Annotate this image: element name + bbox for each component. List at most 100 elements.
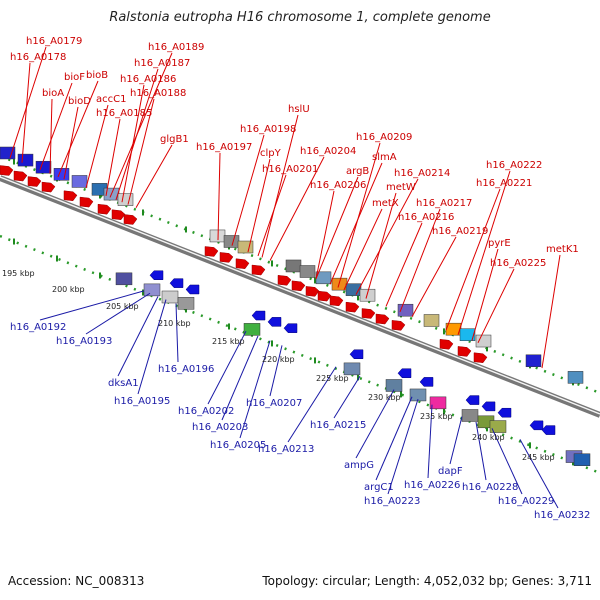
forward-gene-label: h16_A0178 <box>10 52 66 63</box>
forward-gene-arrow <box>41 181 56 193</box>
forward-leader-line <box>57 80 99 178</box>
kbp-tick-label: 215 kbp <box>212 337 245 346</box>
reverse-gene-label: h16_A0205 <box>210 440 266 451</box>
reverse-gene-arrow <box>481 401 496 412</box>
forward-gene-box <box>525 354 542 368</box>
forward-leader-line <box>261 114 299 258</box>
forward-gene-arrow <box>291 280 306 292</box>
reverse-gene-label: h16_A0195 <box>114 396 170 407</box>
reverse-gene-box <box>409 388 427 402</box>
reverse-leader-line <box>375 396 413 481</box>
forward-leader-line <box>411 236 457 317</box>
reverse-gene-box <box>385 379 403 392</box>
reverse-gene-box <box>143 283 161 297</box>
forward-gene-label: h16_A0187 <box>134 58 190 69</box>
reverse-gene-label: h16_A0226 <box>404 480 460 491</box>
backbone <box>0 175 600 418</box>
reverse-leader-line <box>39 290 145 321</box>
forward-gene-arrow <box>13 170 28 182</box>
forward-leader-line <box>49 98 53 174</box>
forward-gene-label: h16_A0217 <box>416 198 472 209</box>
reverse-leader-line <box>175 303 179 363</box>
reverse-gene-label: h16_A0192 <box>10 322 66 333</box>
forward-gene-arrow <box>391 320 406 331</box>
reverse-gene-arrow <box>397 368 412 378</box>
forward-gene-arrow <box>473 352 488 363</box>
reverse-gene-label: dapF <box>438 466 463 477</box>
reverse-gene-arrow <box>185 284 200 295</box>
forward-gene-box <box>459 328 476 341</box>
forward-gene-label: pyrE <box>488 238 511 249</box>
forward-gene-label: h16_A0221 <box>476 178 532 189</box>
forward-leader-line <box>127 98 155 205</box>
forward-gene-box <box>223 235 240 248</box>
reverse-gene-arrow <box>267 317 282 327</box>
reverse-gene-arrow <box>497 407 512 418</box>
forward-leader-line <box>477 268 515 344</box>
reverse-leader-line <box>475 421 487 481</box>
forward-gene-label: h16_A0225 <box>490 258 546 269</box>
forward-leader-line <box>135 144 173 208</box>
reverse-gene-label: h16_A0232 <box>534 510 590 521</box>
gene-features <box>0 146 591 466</box>
forward-gene-label: h16_A0209 <box>356 132 412 143</box>
forward-gene-arrow <box>329 295 344 307</box>
reverse-gene-label: h16_A0202 <box>178 406 234 417</box>
forward-leader-line <box>21 62 31 163</box>
reverse-gene-box <box>115 272 133 286</box>
kbp-tick-label: 210 kbp <box>158 319 191 328</box>
forward-gene-box <box>35 160 52 174</box>
forward-gene-arrow <box>277 275 292 286</box>
forward-gene-box <box>567 371 584 384</box>
forward-gene-arrow <box>0 165 14 176</box>
forward-leader-line <box>109 52 173 198</box>
forward-gene-label: h16_A0206 <box>310 180 366 191</box>
kbp-tick-label: 205 kbp <box>106 302 139 311</box>
reverse-gene-arrow <box>283 323 298 333</box>
accession-text: Accession: NC_008313 <box>8 574 145 588</box>
kbp-tick-label: 225 kbp <box>316 374 349 383</box>
genome-axes <box>0 154 600 475</box>
forward-gene-box <box>475 334 492 348</box>
reverse-gene-box <box>489 420 507 433</box>
forward-leader-line <box>541 254 561 369</box>
forward-leader-line <box>217 152 221 241</box>
reverse-leader-line <box>519 439 559 509</box>
forward-leader-line <box>257 174 287 257</box>
reverse-leader-line <box>333 375 361 419</box>
reverse-gene-box <box>177 297 195 310</box>
forward-gene-box <box>359 288 376 302</box>
forward-gene-label: h16_A0185 <box>96 108 152 119</box>
forward-gene-label: h16_A0219 <box>432 226 488 237</box>
forward-leader-line <box>247 158 271 253</box>
forward-gene-arrow <box>251 264 266 276</box>
kbp-tick-label: 220 kbp <box>262 355 295 364</box>
forward-gene-label: h16_A0214 <box>394 168 450 179</box>
forward-gene-label: h16_A0222 <box>486 160 542 171</box>
forward-gene-label: argB <box>346 166 369 177</box>
kbp-tick-label: 245 kbp <box>522 453 555 462</box>
reverse-gene-label: h16_A0203 <box>192 422 248 433</box>
reverse-leader-line <box>491 428 523 495</box>
forward-gene-arrow <box>123 214 138 225</box>
forward-gene-box <box>285 259 302 273</box>
forward-leader-line <box>355 178 419 295</box>
forward-leader-line <box>343 208 383 291</box>
forward-gene-arrow <box>305 286 320 297</box>
forward-gene-label: h16_A0198 <box>240 124 296 135</box>
forward-gene-arrow <box>317 290 332 302</box>
reverse-gene-box <box>429 396 447 410</box>
gene-labels: h16_A0179 h16_A0178 bioF bioB bioA bioD accC1 h… <box>10 36 590 521</box>
reverse-gene-label: dksA1 <box>108 378 139 389</box>
kbp-tick-label: 200 kbp <box>52 285 85 294</box>
forward-leader-line <box>329 162 383 285</box>
forward-leader-line <box>315 176 359 280</box>
reverse-leader-line <box>117 296 159 377</box>
forward-gene-arrow <box>235 258 250 269</box>
forward-gene-arrow <box>79 196 94 208</box>
reverse-leader-line <box>287 366 337 443</box>
reverse-gene-label: h16_A0229 <box>498 496 554 507</box>
forward-gene-label: accC1 <box>96 94 126 105</box>
forward-gene-arrow <box>63 190 78 202</box>
map-title: Ralstonia eutropha H16 chromosome 1, com… <box>109 10 491 25</box>
